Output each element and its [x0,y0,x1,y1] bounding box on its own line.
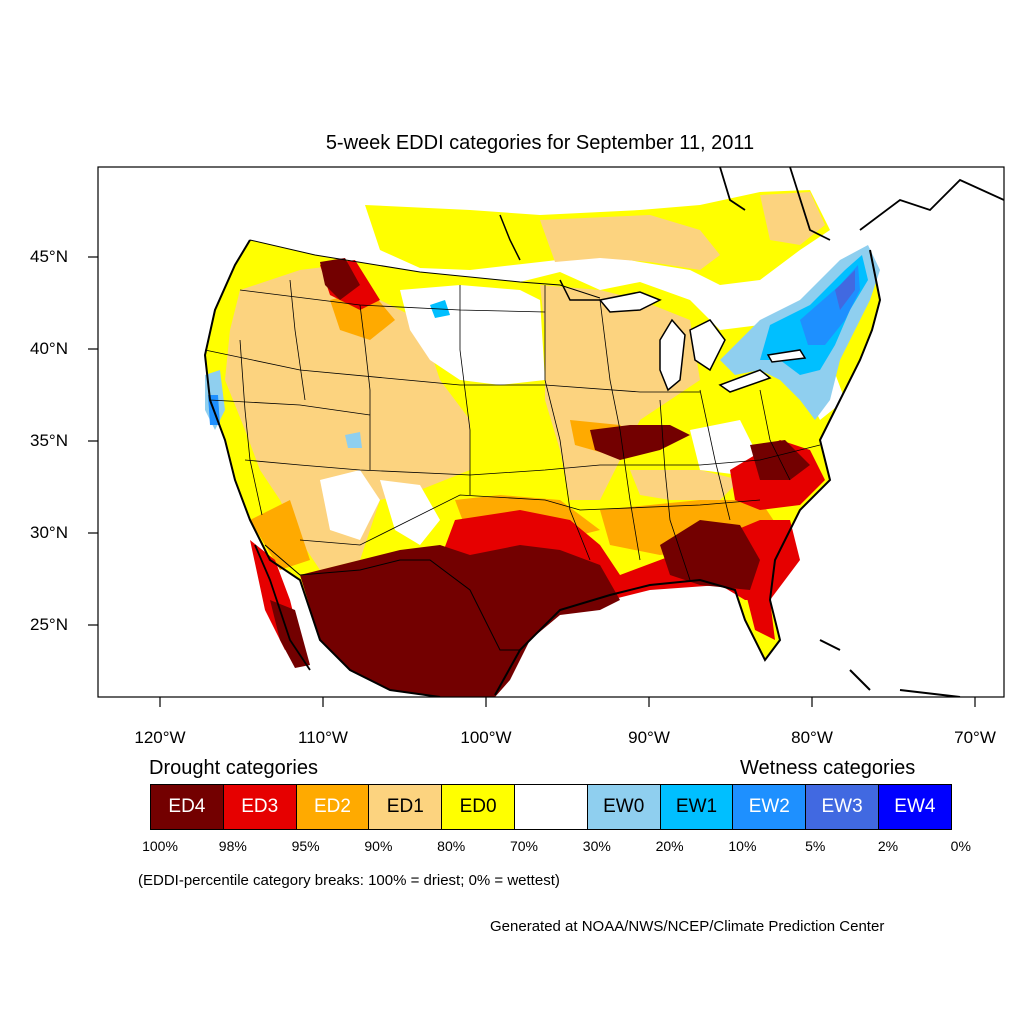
lat-ticks [88,256,98,626]
legend-swatch-ew2: EW2 [732,784,807,830]
lat-label: 30°N [30,523,68,542]
legend-swatch-ew3: EW3 [805,784,879,830]
map-frame [97,166,1005,698]
lat-label: 40°N [30,339,68,358]
legend-swatch-ed1: ED1 [368,784,443,830]
us-canada-border [249,239,601,299]
legend-break-label: 100% [142,838,178,854]
legend-note: (EDDI-percentile category breaks: 100% =… [138,872,560,889]
legend-swatch-ed4: ED4 [150,784,224,830]
legend-break-label: 20% [655,838,684,854]
legend-break-label: 5% [805,838,826,854]
drought-heading: Drought categories [149,757,318,779]
lon-ticks [159,697,976,707]
lat-label: 45°N [30,247,68,266]
legend-swatch-ed3: ED3 [222,784,297,830]
wetness-heading: Wetness categories [740,757,916,779]
legend-swatch-neutral [514,784,588,830]
legend-swatch-ew1: EW1 [659,784,734,830]
ed1-west [225,265,470,570]
lon-label: 80°W [791,728,833,747]
lon-label: 100°W [460,728,512,747]
credit-text: Generated at NOAA/NWS/NCEP/Climate Predi… [490,918,885,935]
state-boundaries [204,279,821,581]
legend-swatch-ew0: EW0 [586,784,661,830]
legend-swatch-ew4: EW4 [878,784,952,830]
lon-label: 120°W [134,728,186,747]
lat-label: 25°N [30,615,68,634]
us-mexico-border [264,544,520,651]
legend-break-label: 98% [218,838,247,854]
legend-swatch-ed2: ED2 [295,784,370,830]
legend-break-label: 2% [877,838,899,854]
legend-break-label: 70% [509,838,539,854]
legend-break-label: 80% [437,838,466,854]
map-title: 5-week EDDI categories for September 11,… [325,132,755,154]
lon-label: 90°W [628,728,670,747]
legend-break-label: 90% [364,838,393,854]
legend-swatch-ed0: ED0 [441,784,515,830]
legend-break-label: 95% [291,838,320,854]
lon-label: 70°W [954,728,996,747]
lat-label: 35°N [30,431,68,450]
ed4-southwest [300,545,620,697]
legend-break-label: 30% [582,838,611,854]
legend-break-label: 0% [950,838,971,854]
lon-label: 110°W [298,728,348,747]
legend-break-label: 10% [728,838,757,854]
